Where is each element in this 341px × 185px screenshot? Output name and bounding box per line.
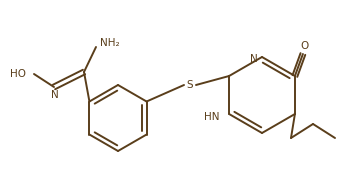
Text: S: S: [187, 80, 193, 90]
Text: HO: HO: [10, 69, 26, 79]
Text: NH₂: NH₂: [100, 38, 120, 48]
Text: HN: HN: [204, 112, 219, 122]
Text: O: O: [301, 41, 309, 51]
Text: N: N: [51, 90, 59, 100]
Text: N: N: [250, 54, 258, 64]
